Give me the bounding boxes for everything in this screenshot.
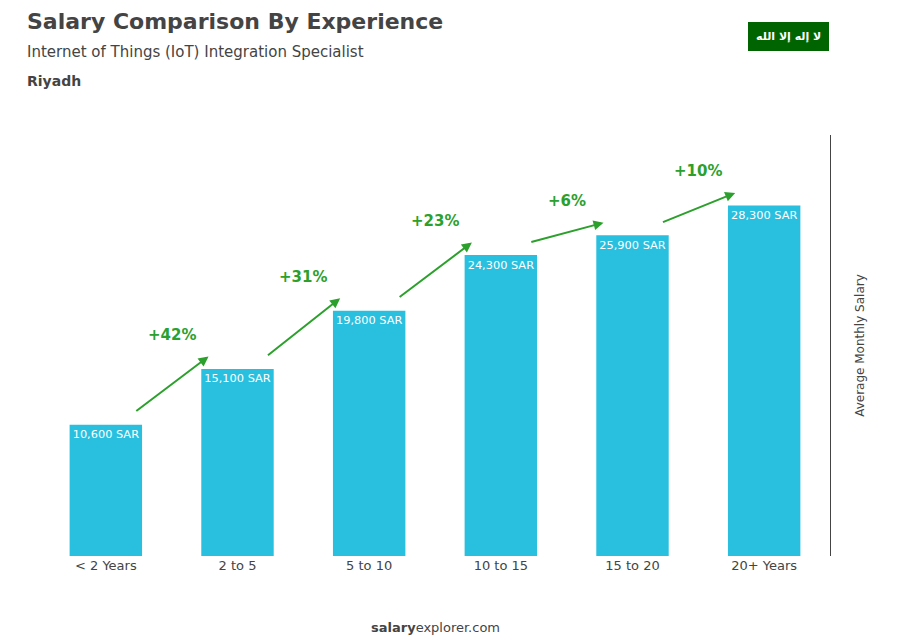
svg-text:+42%: +42% [148, 326, 196, 344]
svg-text:10,600 SAR: 10,600 SAR [73, 427, 139, 441]
svg-text:+31%: +31% [279, 268, 327, 286]
svg-text:+10%: +10% [674, 162, 722, 180]
svg-text:15,100 SAR: 15,100 SAR [204, 371, 270, 385]
svg-text:25,900 SAR: 25,900 SAR [599, 238, 665, 252]
svg-text:salaryexplorer.com: salaryexplorer.com [371, 620, 500, 635]
svg-text:24,300 SAR: 24,300 SAR [468, 258, 534, 272]
svg-text:5 to 10: 5 to 10 [346, 558, 392, 573]
svg-text:19,800 SAR: 19,800 SAR [336, 313, 402, 327]
svg-text:+6%: +6% [548, 192, 586, 210]
svg-text:10 to 15: 10 to 15 [474, 558, 528, 573]
svg-text:< 2 Years: < 2 Years [75, 558, 137, 573]
svg-text:Salary Comparison By Experienc: Salary Comparison By ExperienceInternet … [27, 9, 443, 89]
svg-text:20+ Years: 20+ Years [731, 558, 797, 573]
svg-text:+23%: +23% [411, 212, 459, 230]
svg-text:15 to 20: 15 to 20 [605, 558, 659, 573]
svg-text:2 to 5: 2 to 5 [219, 558, 257, 573]
svg-text:لا إله إلا الله: لا إله إلا الله [756, 30, 821, 43]
svg-text:Average Monthly Salary: Average Monthly Salary [853, 274, 867, 417]
svg-text:28,300 SAR: 28,300 SAR [731, 208, 797, 222]
